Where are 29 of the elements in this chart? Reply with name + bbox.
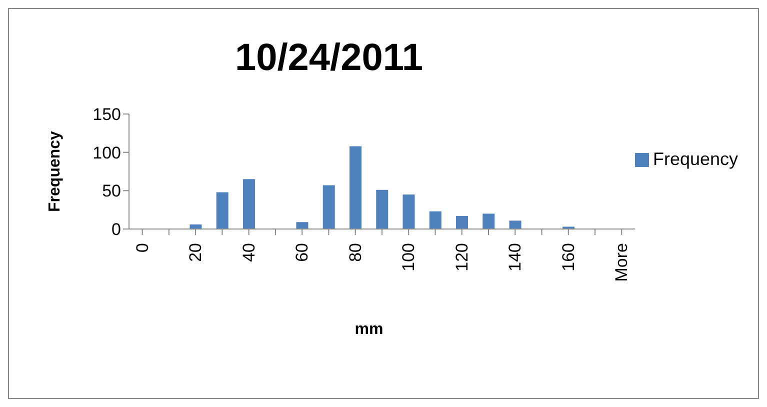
chart-title: 10/24/2011: [234, 37, 424, 80]
x-tick-label: 120: [452, 243, 472, 272]
bar: [456, 216, 468, 229]
legend-label: Frequency: [652, 148, 738, 168]
x-tick-label: 60: [292, 243, 312, 262]
bar: [482, 214, 495, 229]
x-tick-label: 160: [558, 243, 578, 272]
x-tick-label: 20: [186, 243, 206, 262]
bar: [242, 179, 255, 229]
bar: [296, 222, 308, 229]
x-tick-label: 0: [132, 243, 152, 252]
x-tick-label: 140: [506, 243, 525, 272]
bar: [349, 146, 362, 229]
bar: [322, 185, 335, 229]
y-tick-label: 150: [92, 105, 121, 124]
y-tick-label: 100: [92, 143, 121, 162]
x-tick-label: 40: [239, 243, 258, 262]
y-tick-label: 0: [112, 220, 121, 240]
y-axis-title: Frequency: [46, 130, 64, 212]
x-tick-label: 100: [399, 243, 418, 272]
bar: [216, 192, 228, 229]
bar: [402, 194, 415, 229]
bar: [509, 220, 522, 229]
x-axis-title: mm: [354, 321, 384, 339]
x-tick-label: More: [612, 243, 632, 282]
bar: [376, 190, 388, 229]
y-tick-label: 50: [102, 182, 121, 201]
bar: [429, 211, 442, 229]
x-tick-label: 80: [346, 243, 365, 262]
